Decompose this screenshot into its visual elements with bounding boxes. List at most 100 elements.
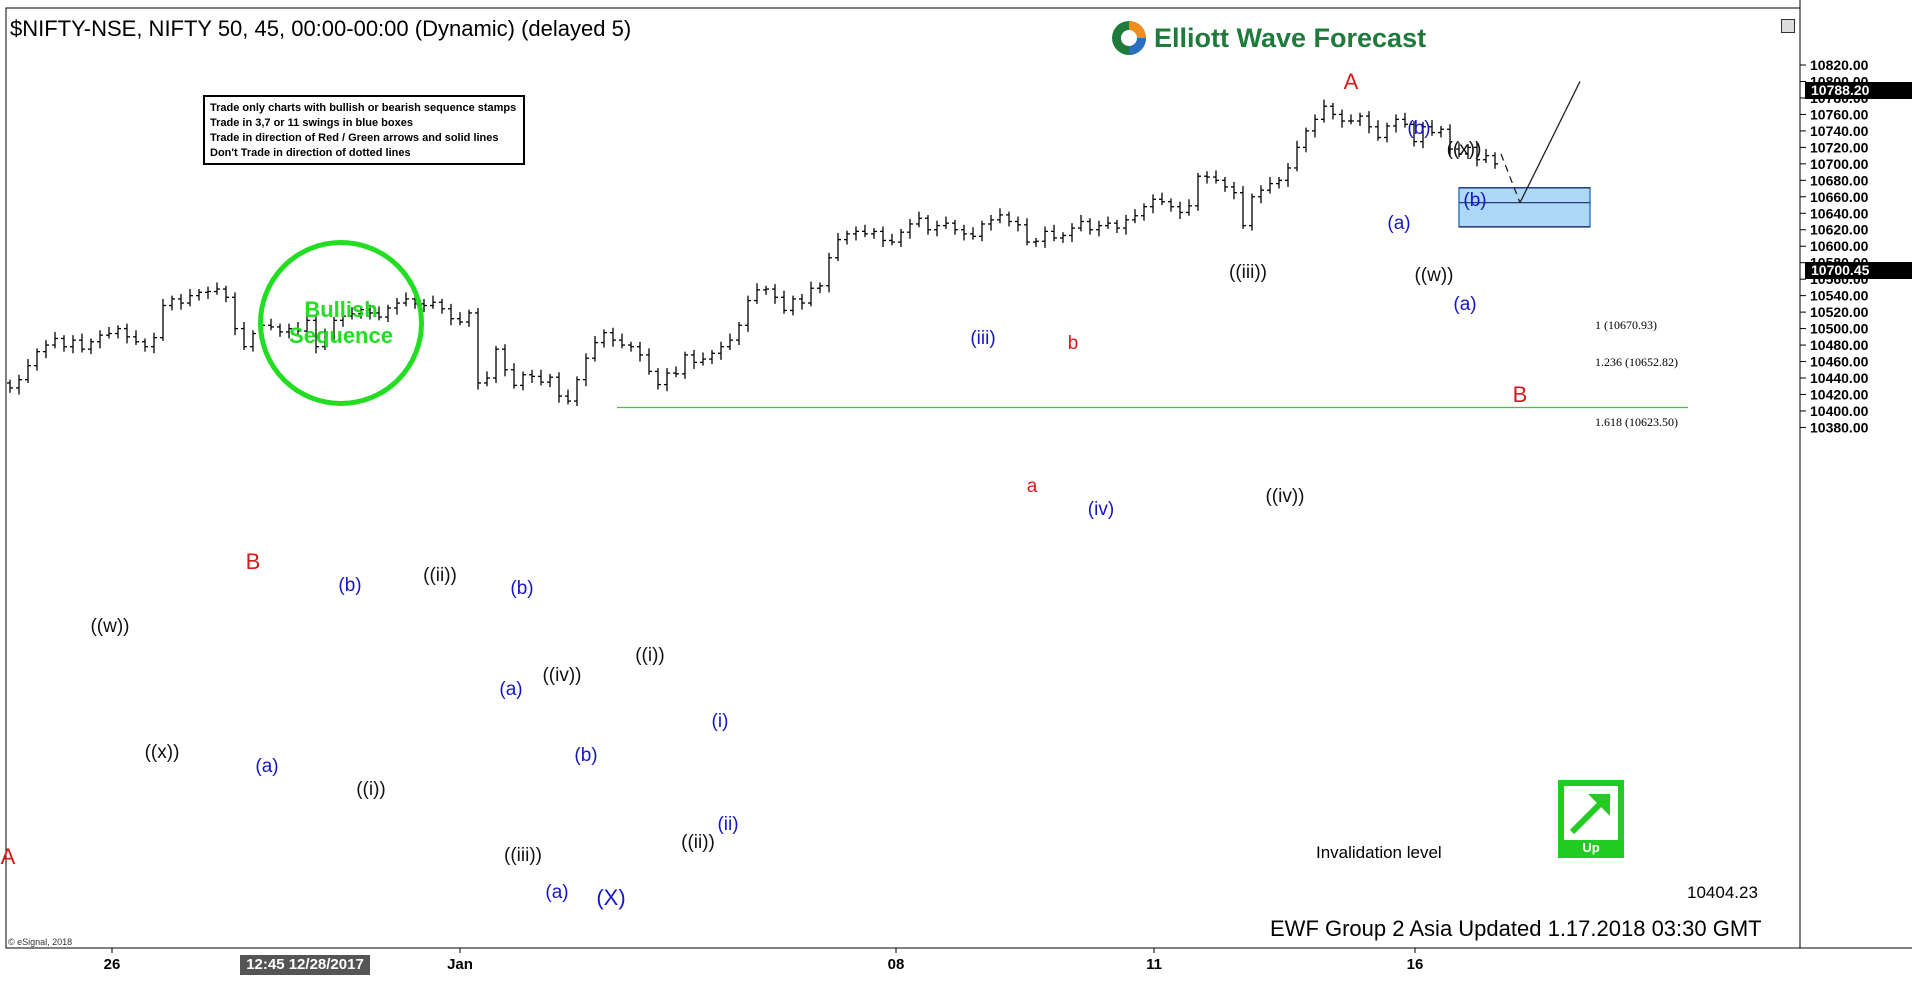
invalidation-label: Invalidation level xyxy=(1316,843,1442,862)
x-tick-16: 16 xyxy=(1406,956,1424,973)
ohlc-bar xyxy=(439,298,445,314)
y-tick-label: 10540.00 xyxy=(1810,288,1869,304)
ohlc-bar xyxy=(25,359,31,383)
wave-label: (ii) xyxy=(717,814,739,835)
ohlc-bar xyxy=(727,333,733,351)
ohlc-bar xyxy=(1456,142,1462,158)
x-tick-26: 26 xyxy=(103,956,121,973)
ohlc-bar xyxy=(1051,224,1057,242)
ohlc-bar xyxy=(214,282,220,295)
ohlc-bar xyxy=(1357,112,1363,126)
ohlc-bar xyxy=(772,284,778,304)
y-tick-label: 10620.00 xyxy=(1810,222,1869,238)
y-tick-label: 10760.00 xyxy=(1810,106,1869,122)
ohlc-bar xyxy=(574,376,580,407)
ohlc-bar xyxy=(1222,177,1228,192)
ohlc-bar xyxy=(646,348,652,375)
wave-label: ((w)) xyxy=(90,616,130,637)
wave-label: (b) xyxy=(1407,118,1431,139)
invalidation-value: 10404.23 xyxy=(1687,883,1758,902)
ohlc-bar xyxy=(538,369,544,386)
ohlc-bar xyxy=(1204,171,1210,184)
ohlc-bar xyxy=(529,369,535,383)
dotted-projection xyxy=(1500,153,1521,203)
x-tick-11: 11 xyxy=(1146,956,1162,973)
ohlc-bar xyxy=(142,338,148,352)
ohlc-bar xyxy=(1177,201,1183,220)
trading-rules-box: Trade only charts with bullish or bearis… xyxy=(203,95,525,165)
ohlc-bar xyxy=(835,233,841,262)
ohlc-bar xyxy=(241,321,247,351)
wave-label: B xyxy=(245,549,261,574)
ohlc-bar xyxy=(547,373,553,388)
ohlc-bar xyxy=(187,289,193,307)
ohlc-bar xyxy=(1411,121,1417,147)
wave-label: ((iv)) xyxy=(542,665,582,686)
ohlc-bar xyxy=(502,344,508,377)
ohlc-bar xyxy=(871,228,877,239)
ohlc-bar xyxy=(601,329,607,348)
ohlc-bar xyxy=(1078,214,1084,232)
y-tick-label: 10400.00 xyxy=(1810,403,1869,419)
ohlc-bar xyxy=(475,307,481,390)
ohlc-bar xyxy=(1438,125,1444,138)
ohlc-bar xyxy=(970,227,976,240)
wave-label: a xyxy=(1026,476,1038,497)
ohlc-bar xyxy=(979,220,985,242)
up-arrow-icon xyxy=(1569,793,1611,835)
ohlc-bar xyxy=(160,298,166,341)
ohlc-bar xyxy=(745,295,751,332)
ohlc-bar xyxy=(664,368,670,392)
wave-label: (a) xyxy=(1387,213,1411,234)
wave-label: (iii) xyxy=(970,328,996,349)
rule-line: Don't Trade in direction of dotted lines xyxy=(210,147,411,159)
y-tick-label: 10700.00 xyxy=(1810,156,1869,172)
update-footer: EWF Group 2 Asia Updated 1.17.2018 03:30… xyxy=(1270,916,1762,941)
last-high-marker: 10788.20 xyxy=(1805,82,1912,99)
wave-label: ((iii)) xyxy=(504,845,542,866)
ohlc-bar xyxy=(250,330,256,352)
wave-label: ((ii)) xyxy=(681,832,715,853)
ohlc-bar xyxy=(1429,120,1435,136)
ohlc-bar xyxy=(1330,102,1336,120)
window-restore-icon[interactable] xyxy=(1781,19,1795,33)
ohlc-bar xyxy=(124,323,130,344)
stamp-line-2: Sequence xyxy=(289,323,393,348)
ohlc-bar xyxy=(1321,99,1327,123)
ohlc-bar xyxy=(565,389,571,405)
ohlc-bar xyxy=(511,363,517,389)
wave-label: A xyxy=(1343,69,1359,94)
ohlc-bar xyxy=(997,208,1003,224)
bullish-sequence-stamp: Bullish Sequence xyxy=(258,240,424,406)
ohlc-bar xyxy=(1447,124,1453,156)
y-tick-label: 10500.00 xyxy=(1810,321,1869,337)
logo-text: Elliott Wave Forecast xyxy=(1154,22,1427,53)
ohlc-bar xyxy=(988,214,994,231)
ohlc-bar xyxy=(1105,216,1111,229)
fib-level-1236: 1.236 (10652.82) xyxy=(1595,355,1678,369)
wave-label: ((w)) xyxy=(1414,265,1454,286)
wave-label: (b) xyxy=(338,575,362,596)
ohlc-bar xyxy=(169,295,175,311)
y-tick-label: 10740.00 xyxy=(1810,123,1869,139)
wave-label: ((i)) xyxy=(635,645,665,666)
copyright: © eSignal, 2018 xyxy=(8,937,73,947)
ohlc-bar xyxy=(52,331,58,349)
wave-label: A xyxy=(0,844,16,869)
wave-label: ((x)) xyxy=(144,742,180,763)
ohlc-bar xyxy=(1114,219,1120,234)
ohlc-bar xyxy=(817,282,823,294)
ohlc-bar xyxy=(862,224,868,238)
y-tick-label: 10660.00 xyxy=(1810,189,1869,205)
wave-label: ((iii)) xyxy=(1229,262,1267,283)
y-tick-label: 10520.00 xyxy=(1810,304,1869,320)
ohlc-bar xyxy=(448,303,454,326)
ohlc-bar xyxy=(700,352,706,366)
wave-label: (i) xyxy=(711,711,729,732)
ohlc-bar xyxy=(457,312,463,326)
ohlc-bar xyxy=(1069,223,1075,243)
ohlc-bar xyxy=(1375,120,1381,141)
y-tick-label: 10680.00 xyxy=(1810,172,1869,188)
y-tick-label: 10640.00 xyxy=(1810,205,1869,221)
current-price-marker: 10700.45 xyxy=(1805,262,1912,279)
